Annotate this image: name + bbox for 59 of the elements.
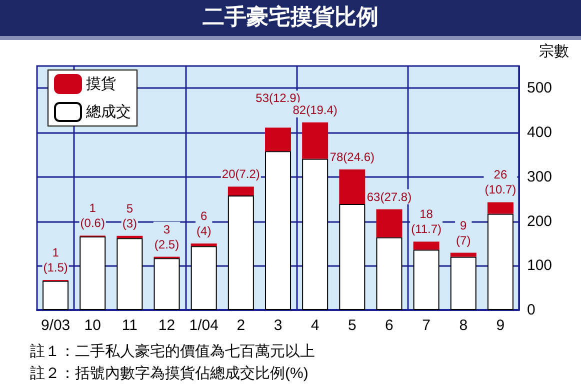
data-label: 20(7.2) [222,167,260,182]
x-tick-label: 1/04 [189,317,218,334]
data-label: 78(24.6) [330,150,375,164]
y-tick-label: 0 [527,302,536,318]
data-label: 26 (10.7) [484,168,516,197]
y-tick-label: 400 [527,124,552,142]
x-tick-label: 10 [84,317,101,334]
data-label: 6 (4) [196,208,212,238]
y-tick-label: 200 [527,212,552,230]
bar [228,186,254,196]
bar [339,169,366,204]
x-tick-label: 5 [348,317,356,334]
bar [154,258,180,310]
bar [302,122,328,159]
data-label: 5 (3) [122,201,138,230]
bar [302,158,328,310]
y-tick-label: 500 [527,80,552,97]
bar [450,252,476,257]
bar [487,202,514,214]
x-tick-label: 7 [422,317,430,334]
legend-label: 總成交 [85,104,131,120]
chart-title: 二手豪宅摸貨比例 [0,0,581,40]
y-tick-label: 300 [527,168,552,186]
bar [413,242,440,250]
text: 註１：二手私人豪宅的價值為七百萬元以上 [30,343,315,360]
x-tick-label: 8 [459,317,468,334]
x-tick-label: 11 [122,317,138,334]
bar [190,246,217,310]
data-label: 82(19.4) [292,102,338,117]
bar [116,238,143,310]
x-tick-label: 9 [496,317,505,334]
data-label: 1 (1.5) [43,246,68,274]
data-label: 53(12.9) [256,91,300,106]
bar [487,214,514,310]
data-label: 18 (11.7) [411,207,442,236]
data-label: 3 (2.5) [154,222,180,252]
x-tick-label: 2 [236,317,246,334]
bar [376,237,402,310]
bar [265,128,291,152]
bar [228,196,254,310]
data-label: 63(27.8) [366,190,412,204]
x-tick-label: 9/03 [40,317,70,334]
x-tick-label: 4 [310,317,320,334]
data-label: 9 (7) [456,218,471,248]
bar [265,151,291,310]
x-tick-label: 12 [158,317,176,334]
data-label: 1 (0.6) [80,201,105,230]
bar [376,209,402,238]
text: 註２：括號內數字為摸貨佔總成交比例(%) [30,365,308,382]
x-tick-label: 6 [385,317,394,334]
y-tick-label: 100 [527,257,552,274]
bar [450,256,476,310]
bar [42,280,69,310]
legend-label: 摸貨 [86,76,116,92]
bar [339,204,366,310]
y-axis-title: 宗數 [539,43,569,60]
bar [413,250,440,310]
x-tick-label: 3 [274,317,282,334]
bar [80,236,106,310]
